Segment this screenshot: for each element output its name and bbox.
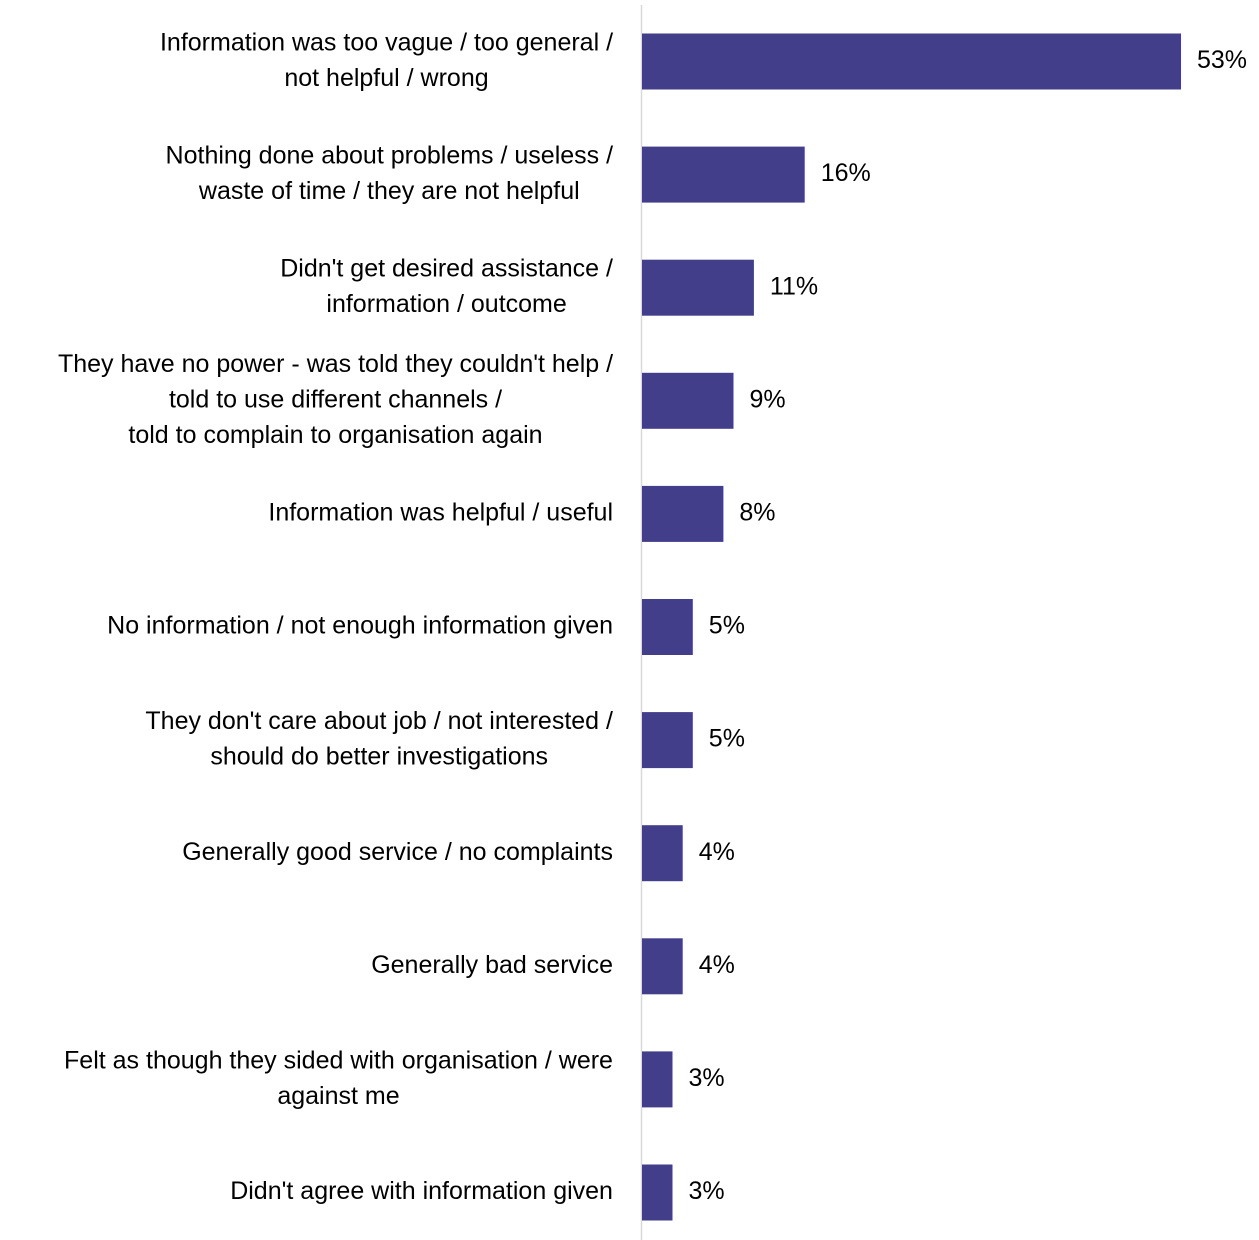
bar <box>642 372 734 429</box>
data-label: 4% <box>699 951 735 979</box>
category-label-line: They don't care about job / not interest… <box>145 707 613 735</box>
data-label: 11% <box>770 272 818 300</box>
data-label: 9% <box>750 385 786 413</box>
category-label-line: No information / not enough information … <box>107 612 613 640</box>
data-label: 5% <box>709 612 745 640</box>
category-label-line: Didn't agree with information given <box>230 1177 613 1205</box>
value-labels-group: 53% 16% 11% 9% 8% 5% 5% 4% 4% 3% 3% <box>689 46 1248 1205</box>
category-label-line: should do better investigations <box>210 742 548 770</box>
data-label: 3% <box>689 1177 725 1205</box>
bar <box>642 1164 673 1221</box>
category-label-line: Information was too vague / too general … <box>160 28 613 56</box>
category-label: Didn't agree with information given <box>230 1177 613 1205</box>
data-label: 8% <box>739 499 775 527</box>
bar <box>642 146 805 203</box>
category-label: Nothing done about problems / useless / w… <box>166 141 614 205</box>
data-label: 16% <box>821 159 871 187</box>
bar <box>642 33 1181 90</box>
category-label-line: told to use different channels / <box>169 385 502 413</box>
bar <box>642 712 693 769</box>
category-label-line: information / outcome <box>326 290 566 318</box>
category-label-line: not helpful / wrong <box>284 64 488 92</box>
category-label: No information / not enough information … <box>107 612 613 640</box>
category-label-line: Generally good service / no complaints <box>182 838 613 866</box>
bar <box>642 259 754 316</box>
bar <box>642 1051 673 1108</box>
category-label-line: Generally bad service <box>371 951 613 979</box>
category-label: Information was too vague / too general … <box>160 28 613 92</box>
bars-group <box>642 33 1181 1221</box>
bar <box>642 599 693 655</box>
category-label-line: against me <box>277 1082 399 1110</box>
category-label-line: Information was helpful / useful <box>268 499 613 527</box>
bar <box>642 938 683 995</box>
data-label: 5% <box>709 725 745 753</box>
category-label-line: told to complain to organisation again <box>128 421 542 449</box>
category-label-line: Didn't get desired assistance / <box>280 255 613 283</box>
data-label: 4% <box>699 838 735 866</box>
category-label: Generally bad service <box>371 951 613 979</box>
category-label: Generally good service / no complaints <box>182 838 613 866</box>
category-label: Didn't get desired assistance / informati… <box>280 255 613 319</box>
bar <box>642 825 683 882</box>
category-label: They have no power - was told they could… <box>58 350 613 449</box>
category-label-line: They have no power - was told they could… <box>58 350 613 378</box>
category-label-line: Felt as though they sided with organisat… <box>64 1046 613 1074</box>
category-labels-group: Information was too vague / too general … <box>58 28 613 1205</box>
data-label: 3% <box>689 1064 725 1092</box>
category-label: Information was helpful / useful <box>268 499 613 527</box>
bar <box>642 485 724 542</box>
category-label-line: Nothing done about problems / useless / <box>166 141 614 169</box>
category-label: Felt as though they sided with organisat… <box>64 1046 613 1110</box>
category-label-line: waste of time / they are not helpful <box>198 177 580 205</box>
data-label: 53% <box>1197 46 1247 74</box>
category-label: They don't care about job / not interest… <box>145 707 613 771</box>
